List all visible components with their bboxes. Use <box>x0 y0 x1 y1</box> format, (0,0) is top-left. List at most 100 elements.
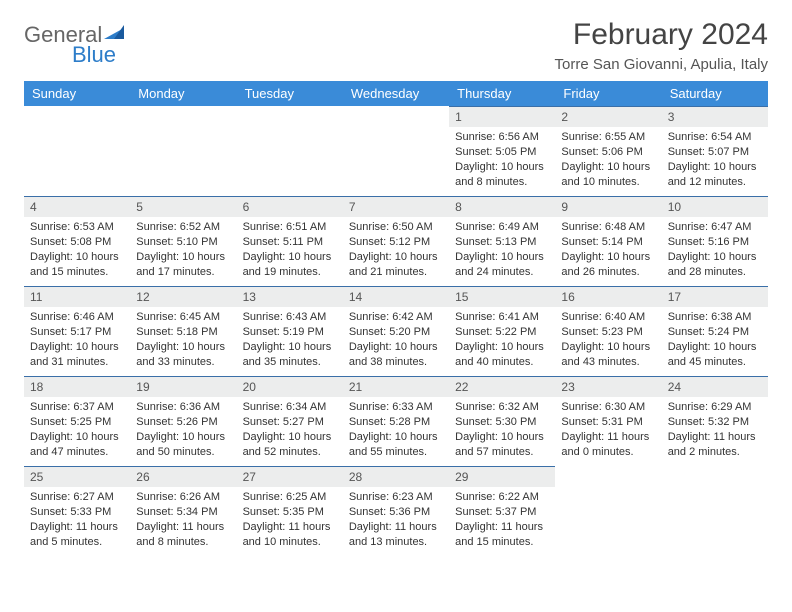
day-number: 21 <box>343 376 449 397</box>
calendar-cell <box>237 106 343 196</box>
day-details: Sunrise: 6:42 AMSunset: 5:20 PMDaylight:… <box>343 307 449 375</box>
day-details: Sunrise: 6:53 AMSunset: 5:08 PMDaylight:… <box>24 217 130 285</box>
calendar-cell: 8Sunrise: 6:49 AMSunset: 5:13 PMDaylight… <box>449 196 555 286</box>
day-number: 4 <box>24 196 130 217</box>
day-number: 28 <box>343 466 449 487</box>
calendar-cell: 17Sunrise: 6:38 AMSunset: 5:24 PMDayligh… <box>662 286 768 376</box>
weekday-header: Friday <box>555 81 661 106</box>
day-number: 25 <box>24 466 130 487</box>
calendar-cell: 3Sunrise: 6:54 AMSunset: 5:07 PMDaylight… <box>662 106 768 196</box>
calendar-cell: 7Sunrise: 6:50 AMSunset: 5:12 PMDaylight… <box>343 196 449 286</box>
day-number: 8 <box>449 196 555 217</box>
month-title: February 2024 <box>555 18 768 52</box>
day-details: Sunrise: 6:45 AMSunset: 5:18 PMDaylight:… <box>130 307 236 375</box>
weekday-header: Monday <box>130 81 236 106</box>
day-number: 18 <box>24 376 130 397</box>
calendar-cell: 16Sunrise: 6:40 AMSunset: 5:23 PMDayligh… <box>555 286 661 376</box>
logo-text-blue: Blue <box>72 44 116 66</box>
day-details: Sunrise: 6:29 AMSunset: 5:32 PMDaylight:… <box>662 397 768 465</box>
day-number: 9 <box>555 196 661 217</box>
calendar-body: 1Sunrise: 6:56 AMSunset: 5:05 PMDaylight… <box>24 106 768 556</box>
day-number: 1 <box>449 106 555 127</box>
day-details: Sunrise: 6:27 AMSunset: 5:33 PMDaylight:… <box>24 487 130 555</box>
calendar-cell: 26Sunrise: 6:26 AMSunset: 5:34 PMDayligh… <box>130 466 236 556</box>
day-number: 26 <box>130 466 236 487</box>
weekday-header: Wednesday <box>343 81 449 106</box>
calendar-cell: 5Sunrise: 6:52 AMSunset: 5:10 PMDaylight… <box>130 196 236 286</box>
calendar-cell: 15Sunrise: 6:41 AMSunset: 5:22 PMDayligh… <box>449 286 555 376</box>
calendar-cell: 12Sunrise: 6:45 AMSunset: 5:18 PMDayligh… <box>130 286 236 376</box>
day-details: Sunrise: 6:37 AMSunset: 5:25 PMDaylight:… <box>24 397 130 465</box>
day-number: 27 <box>237 466 343 487</box>
day-number: 17 <box>662 286 768 307</box>
calendar-cell <box>130 106 236 196</box>
day-number: 12 <box>130 286 236 307</box>
day-number: 7 <box>343 196 449 217</box>
day-number: 16 <box>555 286 661 307</box>
header: GeneralBlue February 2024 Torre San Giov… <box>24 18 768 73</box>
logo-triangle-icon <box>104 25 124 43</box>
title-block: February 2024 Torre San Giovanni, Apulia… <box>555 18 768 73</box>
calendar-cell <box>555 466 661 556</box>
calendar-cell: 6Sunrise: 6:51 AMSunset: 5:11 PMDaylight… <box>237 196 343 286</box>
day-details: Sunrise: 6:48 AMSunset: 5:14 PMDaylight:… <box>555 217 661 285</box>
calendar-table: SundayMondayTuesdayWednesdayThursdayFrid… <box>24 81 768 556</box>
calendar-header: SundayMondayTuesdayWednesdayThursdayFrid… <box>24 81 768 106</box>
day-number: 20 <box>237 376 343 397</box>
day-details: Sunrise: 6:54 AMSunset: 5:07 PMDaylight:… <box>662 127 768 195</box>
day-details: Sunrise: 6:30 AMSunset: 5:31 PMDaylight:… <box>555 397 661 465</box>
calendar-cell: 19Sunrise: 6:36 AMSunset: 5:26 PMDayligh… <box>130 376 236 466</box>
day-details: Sunrise: 6:52 AMSunset: 5:10 PMDaylight:… <box>130 217 236 285</box>
day-number: 11 <box>24 286 130 307</box>
day-details: Sunrise: 6:50 AMSunset: 5:12 PMDaylight:… <box>343 217 449 285</box>
day-details: Sunrise: 6:32 AMSunset: 5:30 PMDaylight:… <box>449 397 555 465</box>
day-number: 5 <box>130 196 236 217</box>
day-number: 2 <box>555 106 661 127</box>
day-details: Sunrise: 6:25 AMSunset: 5:35 PMDaylight:… <box>237 487 343 555</box>
calendar-cell: 21Sunrise: 6:33 AMSunset: 5:28 PMDayligh… <box>343 376 449 466</box>
day-number: 10 <box>662 196 768 217</box>
calendar-cell: 27Sunrise: 6:25 AMSunset: 5:35 PMDayligh… <box>237 466 343 556</box>
calendar-cell <box>24 106 130 196</box>
calendar-cell: 10Sunrise: 6:47 AMSunset: 5:16 PMDayligh… <box>662 196 768 286</box>
calendar-cell <box>662 466 768 556</box>
day-details: Sunrise: 6:22 AMSunset: 5:37 PMDaylight:… <box>449 487 555 555</box>
weekday-header: Saturday <box>662 81 768 106</box>
day-number: 13 <box>237 286 343 307</box>
location: Torre San Giovanni, Apulia, Italy <box>555 56 768 73</box>
day-details: Sunrise: 6:43 AMSunset: 5:19 PMDaylight:… <box>237 307 343 375</box>
weekday-header: Thursday <box>449 81 555 106</box>
day-details: Sunrise: 6:38 AMSunset: 5:24 PMDaylight:… <box>662 307 768 375</box>
day-number: 14 <box>343 286 449 307</box>
day-number: 24 <box>662 376 768 397</box>
logo: GeneralBlue <box>24 18 134 66</box>
day-details: Sunrise: 6:23 AMSunset: 5:36 PMDaylight:… <box>343 487 449 555</box>
day-details: Sunrise: 6:36 AMSunset: 5:26 PMDaylight:… <box>130 397 236 465</box>
calendar-cell: 23Sunrise: 6:30 AMSunset: 5:31 PMDayligh… <box>555 376 661 466</box>
day-details: Sunrise: 6:33 AMSunset: 5:28 PMDaylight:… <box>343 397 449 465</box>
calendar-cell: 29Sunrise: 6:22 AMSunset: 5:37 PMDayligh… <box>449 466 555 556</box>
calendar-cell <box>343 106 449 196</box>
calendar-cell: 9Sunrise: 6:48 AMSunset: 5:14 PMDaylight… <box>555 196 661 286</box>
calendar-cell: 14Sunrise: 6:42 AMSunset: 5:20 PMDayligh… <box>343 286 449 376</box>
day-details: Sunrise: 6:55 AMSunset: 5:06 PMDaylight:… <box>555 127 661 195</box>
calendar-cell: 25Sunrise: 6:27 AMSunset: 5:33 PMDayligh… <box>24 466 130 556</box>
day-details: Sunrise: 6:56 AMSunset: 5:05 PMDaylight:… <box>449 127 555 195</box>
calendar-cell: 11Sunrise: 6:46 AMSunset: 5:17 PMDayligh… <box>24 286 130 376</box>
day-details: Sunrise: 6:46 AMSunset: 5:17 PMDaylight:… <box>24 307 130 375</box>
day-number: 19 <box>130 376 236 397</box>
calendar-cell: 18Sunrise: 6:37 AMSunset: 5:25 PMDayligh… <box>24 376 130 466</box>
day-number: 29 <box>449 466 555 487</box>
weekday-header: Sunday <box>24 81 130 106</box>
day-number: 3 <box>662 106 768 127</box>
day-details: Sunrise: 6:47 AMSunset: 5:16 PMDaylight:… <box>662 217 768 285</box>
calendar-cell: 2Sunrise: 6:55 AMSunset: 5:06 PMDaylight… <box>555 106 661 196</box>
calendar-cell: 28Sunrise: 6:23 AMSunset: 5:36 PMDayligh… <box>343 466 449 556</box>
calendar-cell: 24Sunrise: 6:29 AMSunset: 5:32 PMDayligh… <box>662 376 768 466</box>
day-details: Sunrise: 6:26 AMSunset: 5:34 PMDaylight:… <box>130 487 236 555</box>
day-details: Sunrise: 6:40 AMSunset: 5:23 PMDaylight:… <box>555 307 661 375</box>
day-number: 15 <box>449 286 555 307</box>
calendar-cell: 13Sunrise: 6:43 AMSunset: 5:19 PMDayligh… <box>237 286 343 376</box>
day-details: Sunrise: 6:34 AMSunset: 5:27 PMDaylight:… <box>237 397 343 465</box>
calendar-cell: 4Sunrise: 6:53 AMSunset: 5:08 PMDaylight… <box>24 196 130 286</box>
